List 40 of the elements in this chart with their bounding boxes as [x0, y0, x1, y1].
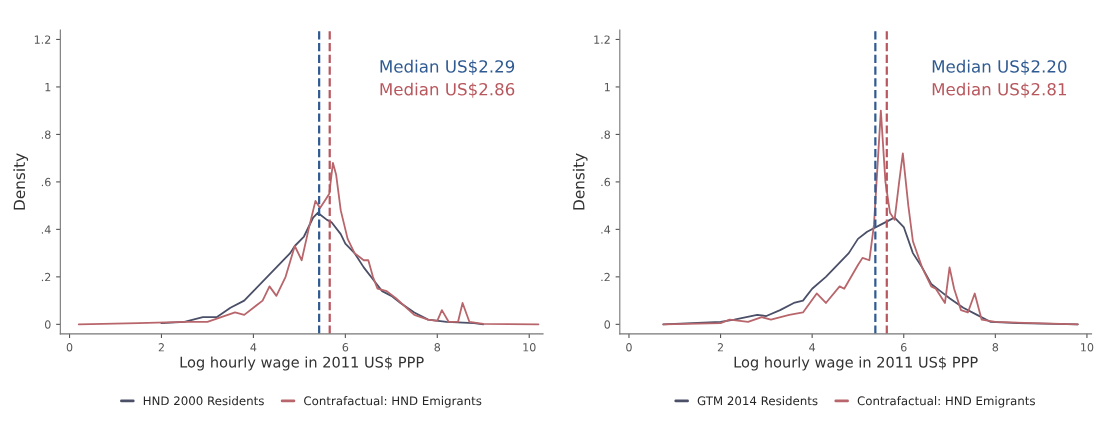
x-tick-label: 4: [809, 343, 816, 352]
x-tick-label: 10: [1081, 343, 1094, 352]
x-tick-label: 6: [342, 343, 349, 352]
y-tick-label: .8: [41, 130, 51, 139]
x-tick-label: 6: [900, 343, 907, 352]
x-axis-title: Log hourly wage in 2011 US$ PPP: [180, 356, 424, 371]
y-axis-title: Density: [572, 153, 588, 210]
legend-label: HND 2000 Residents: [143, 396, 264, 406]
y-tick-label: 0: [604, 320, 611, 329]
y-tick-label: 0: [44, 320, 51, 329]
legend-label: Contrafactual: HND Emigrants: [304, 396, 482, 408]
y-tick-label: .2: [41, 272, 51, 282]
x-axis-title: Log hourly wage in 2011 US$ PPP: [734, 356, 978, 371]
y-tick-label: 1.2: [34, 35, 51, 44]
line-series: [77, 162, 540, 326]
x-tick-label: 0: [626, 343, 632, 352]
y-tick-label: .2: [601, 272, 610, 282]
y-tick-label: 1: [45, 83, 51, 92]
y-tick-label: .6: [41, 177, 51, 187]
y-axis-title: Density: [13, 153, 29, 210]
y-tick-label: 1: [604, 83, 610, 92]
y-tick-label: .6: [601, 177, 611, 187]
x-tick-label: 10: [523, 343, 536, 352]
ref-line-label: Median US$2.20: [932, 59, 1067, 75]
line-series: [662, 109, 1079, 326]
ref-line-label: Median US$2.86: [380, 82, 515, 98]
x-tick-label: 8: [434, 343, 441, 352]
y-tick-label: .8: [601, 130, 611, 139]
y-tick-label: .4: [601, 225, 611, 234]
legend-label: Contrafactual: HND Emigrants: [857, 396, 1035, 408]
x-tick-label: 2: [158, 343, 164, 352]
ref-line-label: Median US$2.81: [932, 82, 1066, 98]
y-tick-label: .4: [41, 225, 51, 234]
legend-label: GTM 2014 Residents: [697, 396, 818, 406]
x-tick-label: 0: [66, 343, 73, 352]
x-tick-label: 8: [992, 343, 999, 352]
ref-line-label: Median US$2.29: [380, 59, 515, 75]
x-tick-label: 4: [250, 343, 257, 352]
y-tick-label: 1.2: [594, 35, 610, 44]
x-tick-label: 2: [717, 343, 723, 352]
